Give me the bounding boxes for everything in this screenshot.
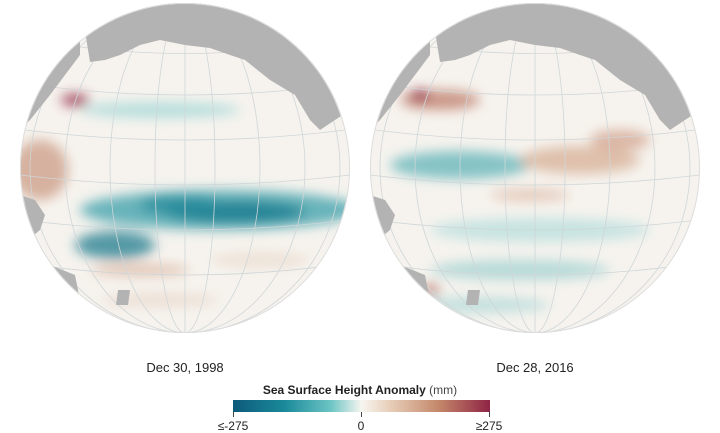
legend-mid-label: 0: [357, 419, 365, 433]
legend-max-label: ≥275: [475, 419, 503, 433]
legend-min-label: ≤-275: [217, 419, 249, 433]
legend-title-text: Sea Surface Height Anomaly: [262, 383, 426, 397]
globe-map-1998: [20, 3, 350, 333]
color-scale-bar: [233, 400, 490, 412]
map-date-2016: Dec 28, 2016: [496, 360, 574, 375]
legend-unit: (mm): [429, 383, 458, 397]
tick-mid: [361, 412, 362, 417]
anomaly-field-1998: [20, 94, 350, 307]
graticule: [20, 3, 350, 333]
tick-min: [233, 412, 234, 417]
globe-map-2016: [370, 3, 700, 333]
graticule: [370, 3, 700, 333]
tick-max: [489, 412, 490, 417]
map-date-1998: Dec 30, 1998: [146, 360, 224, 375]
legend-title: Sea Surface Height Anomaly (mm): [0, 383, 720, 397]
